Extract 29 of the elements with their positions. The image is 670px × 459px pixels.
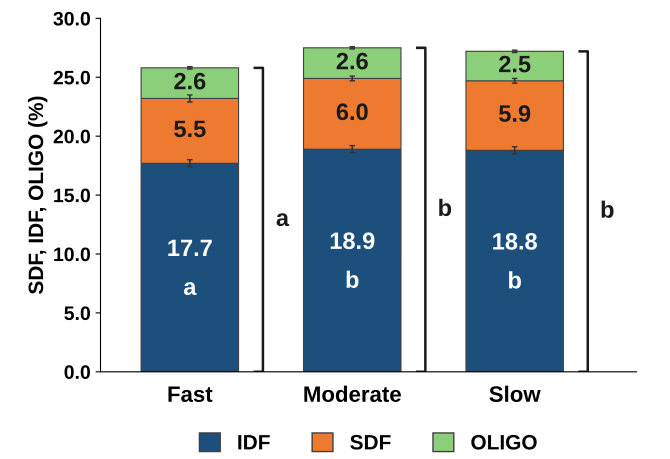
data-label: 2.6	[336, 52, 368, 70]
data-label: 5.5	[174, 120, 206, 138]
y-tick-label: 25.0	[54, 70, 90, 84]
legend-label: IDF	[238, 435, 270, 450]
data-label: 6.0	[336, 103, 368, 120]
x-tick-label: Fast	[168, 386, 212, 402]
y-tick-label: 20.0	[54, 130, 90, 144]
annotation: b	[439, 198, 452, 216]
data-label: 18.9	[330, 232, 374, 250]
data-label: 18.8	[493, 232, 537, 250]
annotation: b	[509, 271, 521, 289]
annotation: a	[276, 213, 290, 226]
annotation: a	[184, 282, 197, 296]
data-label: 5.9	[499, 105, 530, 122]
y-tick-label: 15.0	[54, 188, 90, 202]
x-tick-label: Moderate	[304, 386, 401, 402]
y-axis-title: SDF, IDF, OLIGO (%)	[28, 96, 48, 294]
x-tick-label: Slow	[489, 386, 541, 402]
legend-label: SDF	[350, 434, 391, 450]
y-tick-label: 30.0	[53, 12, 90, 26]
y-tick-label: 0.0	[64, 365, 90, 380]
annotation: b	[346, 270, 358, 288]
data-label: 17.7	[168, 240, 212, 256]
data-label: 2.6	[174, 72, 206, 90]
annotation: b	[602, 200, 614, 218]
legend-label: OLIGO	[471, 434, 537, 450]
y-tick-label: 5.0	[64, 306, 90, 320]
y-tick-label: 10.0	[54, 247, 90, 262]
data-label: 2.5	[499, 56, 530, 72]
